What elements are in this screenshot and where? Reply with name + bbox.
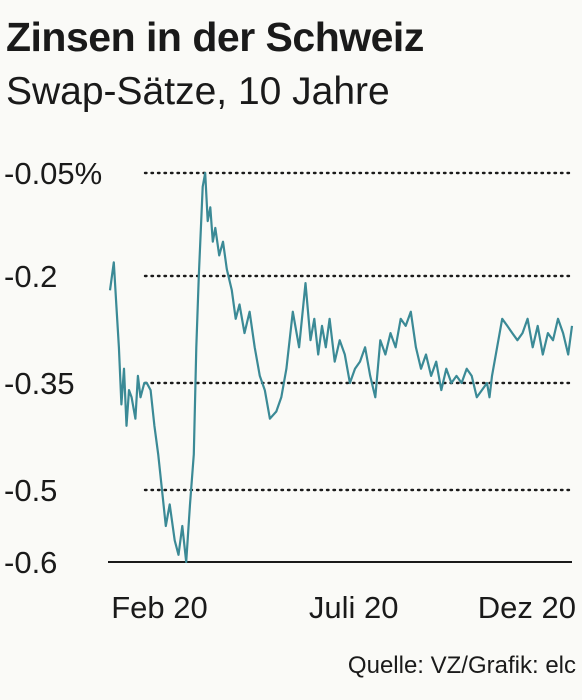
y-tick-label: -0.35 xyxy=(4,366,75,401)
chart-title: Zinsen in der Schweiz xyxy=(6,14,424,60)
y-tick-label: -0.2 xyxy=(4,259,57,294)
x-tick-label: Feb 20 xyxy=(111,590,208,625)
y-tick-label: -0.5 xyxy=(4,473,57,508)
x-tick-label: Dez 20 xyxy=(478,590,576,625)
x-tick-label: Juli 20 xyxy=(309,590,399,625)
series-line xyxy=(108,171,574,564)
x-axis-tick-labels: Feb 20 Juli 20 Dez 20 xyxy=(111,590,576,625)
source-note: Quelle: VZ/Grafik: elc xyxy=(347,652,576,679)
y-tick-label: -0.05% xyxy=(4,156,102,191)
y-tick-label: -0.6 xyxy=(4,545,57,580)
y-axis-tick-labels: -0.05% -0.2 -0.35 -0.5 -0.6 xyxy=(4,156,102,580)
grid-lines xyxy=(108,171,574,563)
chart-subtitle: Swap-Sätze, 10 Jahre xyxy=(6,70,390,113)
